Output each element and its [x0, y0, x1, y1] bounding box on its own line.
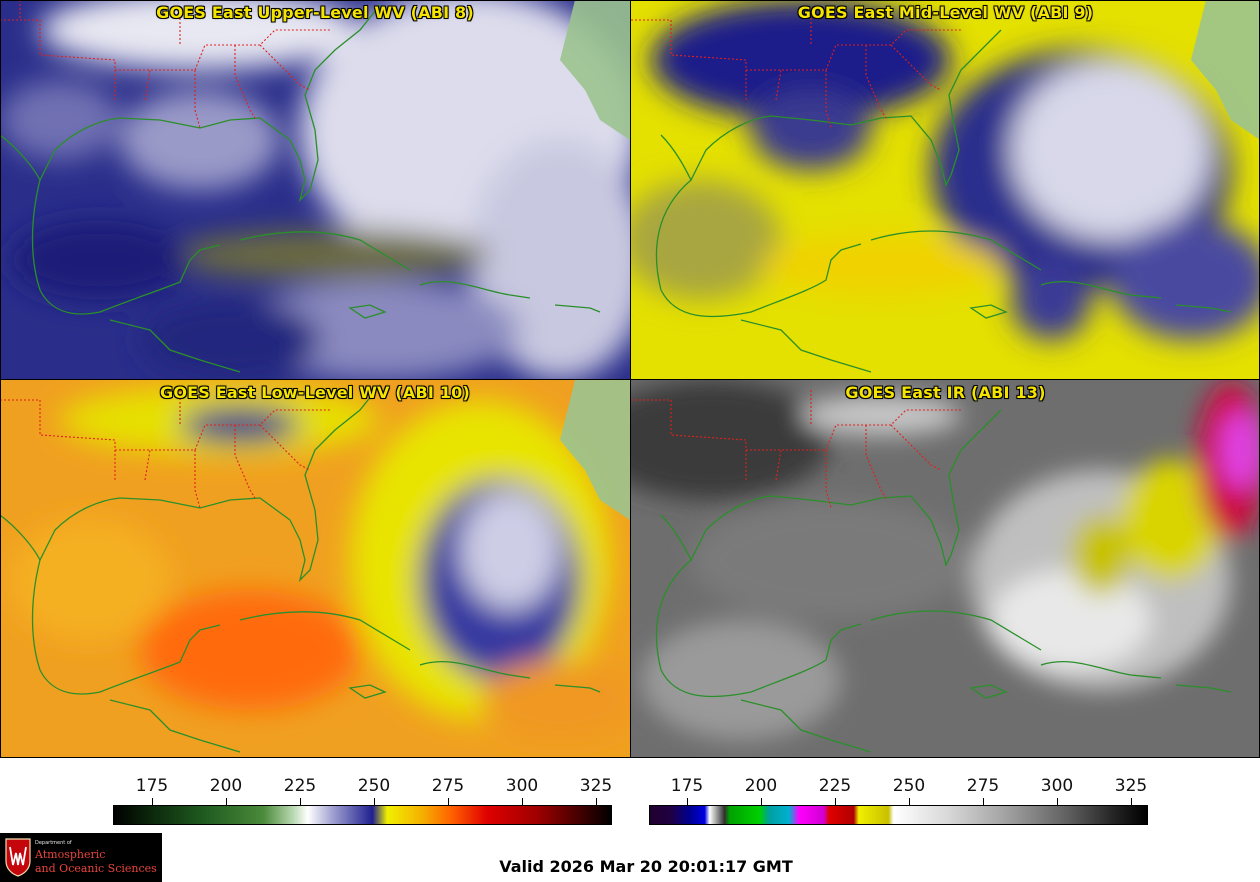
- colorbar-tick: 225: [818, 776, 852, 796]
- coastlines: [655, 29, 1232, 373]
- colorbar-tick: 300: [1040, 776, 1074, 796]
- tick-mark: [1131, 798, 1132, 805]
- colorbar-tick: 325: [579, 776, 613, 796]
- satellite-image-upper-level-wv: [0, 0, 630, 379]
- panel-title: GOES East IR (ABI 13): [845, 383, 1046, 402]
- panel-title: GOES East Upper-Level WV (ABI 8): [156, 3, 474, 22]
- state-borders: [0, 0, 330, 129]
- satellite-image-mid-level-wv: [631, 0, 1260, 379]
- logo-line1: Atmospheric: [35, 848, 106, 861]
- satellite-image-ir: [631, 380, 1260, 758]
- colorbar-tick: 250: [357, 776, 391, 796]
- panel-frame: [0, 0, 1260, 758]
- coastlines: [655, 409, 1232, 753]
- colorbar-wv-gradient: [113, 805, 612, 825]
- colorbar-tick: 225: [283, 776, 317, 796]
- colorbar-tick: 275: [431, 776, 465, 796]
- state-borders: [0, 390, 330, 509]
- panel-title: GOES East Low-Level WV (ABI 10): [159, 383, 470, 402]
- panel-mid-level-wv: GOES East Mid-Level WV (ABI 9): [631, 0, 1260, 379]
- uw-crest-icon: [5, 838, 31, 877]
- colorbar-tick: 175: [135, 776, 169, 796]
- panel-divider-horizontal: [0, 379, 1260, 380]
- tick-mark: [522, 798, 523, 805]
- tick-mark: [1057, 798, 1058, 805]
- land-patch: [1191, 0, 1260, 140]
- state-borders: [631, 390, 961, 509]
- colorbar-wv-ticks: 175 200 225 250 275 300 325: [113, 776, 612, 796]
- colorbar-tick: 200: [744, 776, 778, 796]
- panel-low-level-wv: GOES East Low-Level WV (ABI 10): [0, 380, 630, 758]
- logo-department: Department of: [35, 840, 72, 846]
- tick-mark: [835, 798, 836, 805]
- colorbar-tick: 300: [505, 776, 539, 796]
- colorbar-ir-gradient: [649, 805, 1148, 825]
- tick-mark: [761, 798, 762, 805]
- tick-mark: [448, 798, 449, 805]
- satellite-image-low-level-wv: [0, 380, 630, 758]
- colorbar-tick: 250: [892, 776, 926, 796]
- logo-line2: and Oceanic Sciences: [35, 862, 157, 875]
- tick-mark: [374, 798, 375, 805]
- tick-mark: [152, 798, 153, 805]
- land-patch: [560, 0, 630, 140]
- colorbar-tick: 325: [1114, 776, 1148, 796]
- tick-mark: [687, 798, 688, 805]
- colorbar-wv: 175 200 225 250 275 300 325: [113, 768, 612, 830]
- colorbar-tick: 275: [966, 776, 1000, 796]
- colorbar-ir: 175 200 225 250 275 300 325: [649, 768, 1148, 830]
- colorbar-tick: 175: [670, 776, 704, 796]
- tick-mark: [300, 798, 301, 805]
- panel-title: GOES East Mid-Level WV (ABI 9): [797, 3, 1094, 22]
- colorbar-tick: 200: [209, 776, 243, 796]
- aos-logo: Department of Atmospheric and Oceanic Sc…: [0, 833, 162, 882]
- panel-upper-level-wv: GOES East Upper-Level WV (ABI 8): [0, 0, 630, 379]
- valid-time: Valid 2026 Mar 20 20:01:17 GMT: [499, 857, 793, 876]
- coastlines: [0, 4, 601, 373]
- tick-mark: [226, 798, 227, 805]
- tick-mark: [596, 798, 597, 805]
- coastlines: [0, 384, 601, 753]
- state-borders: [631, 10, 961, 129]
- tick-mark: [983, 798, 984, 805]
- panel-ir: GOES East IR (ABI 13): [631, 380, 1260, 758]
- colorbar-ir-ticks: 175 200 225 250 275 300 325: [649, 776, 1148, 796]
- tick-mark: [909, 798, 910, 805]
- land-patch: [560, 380, 630, 520]
